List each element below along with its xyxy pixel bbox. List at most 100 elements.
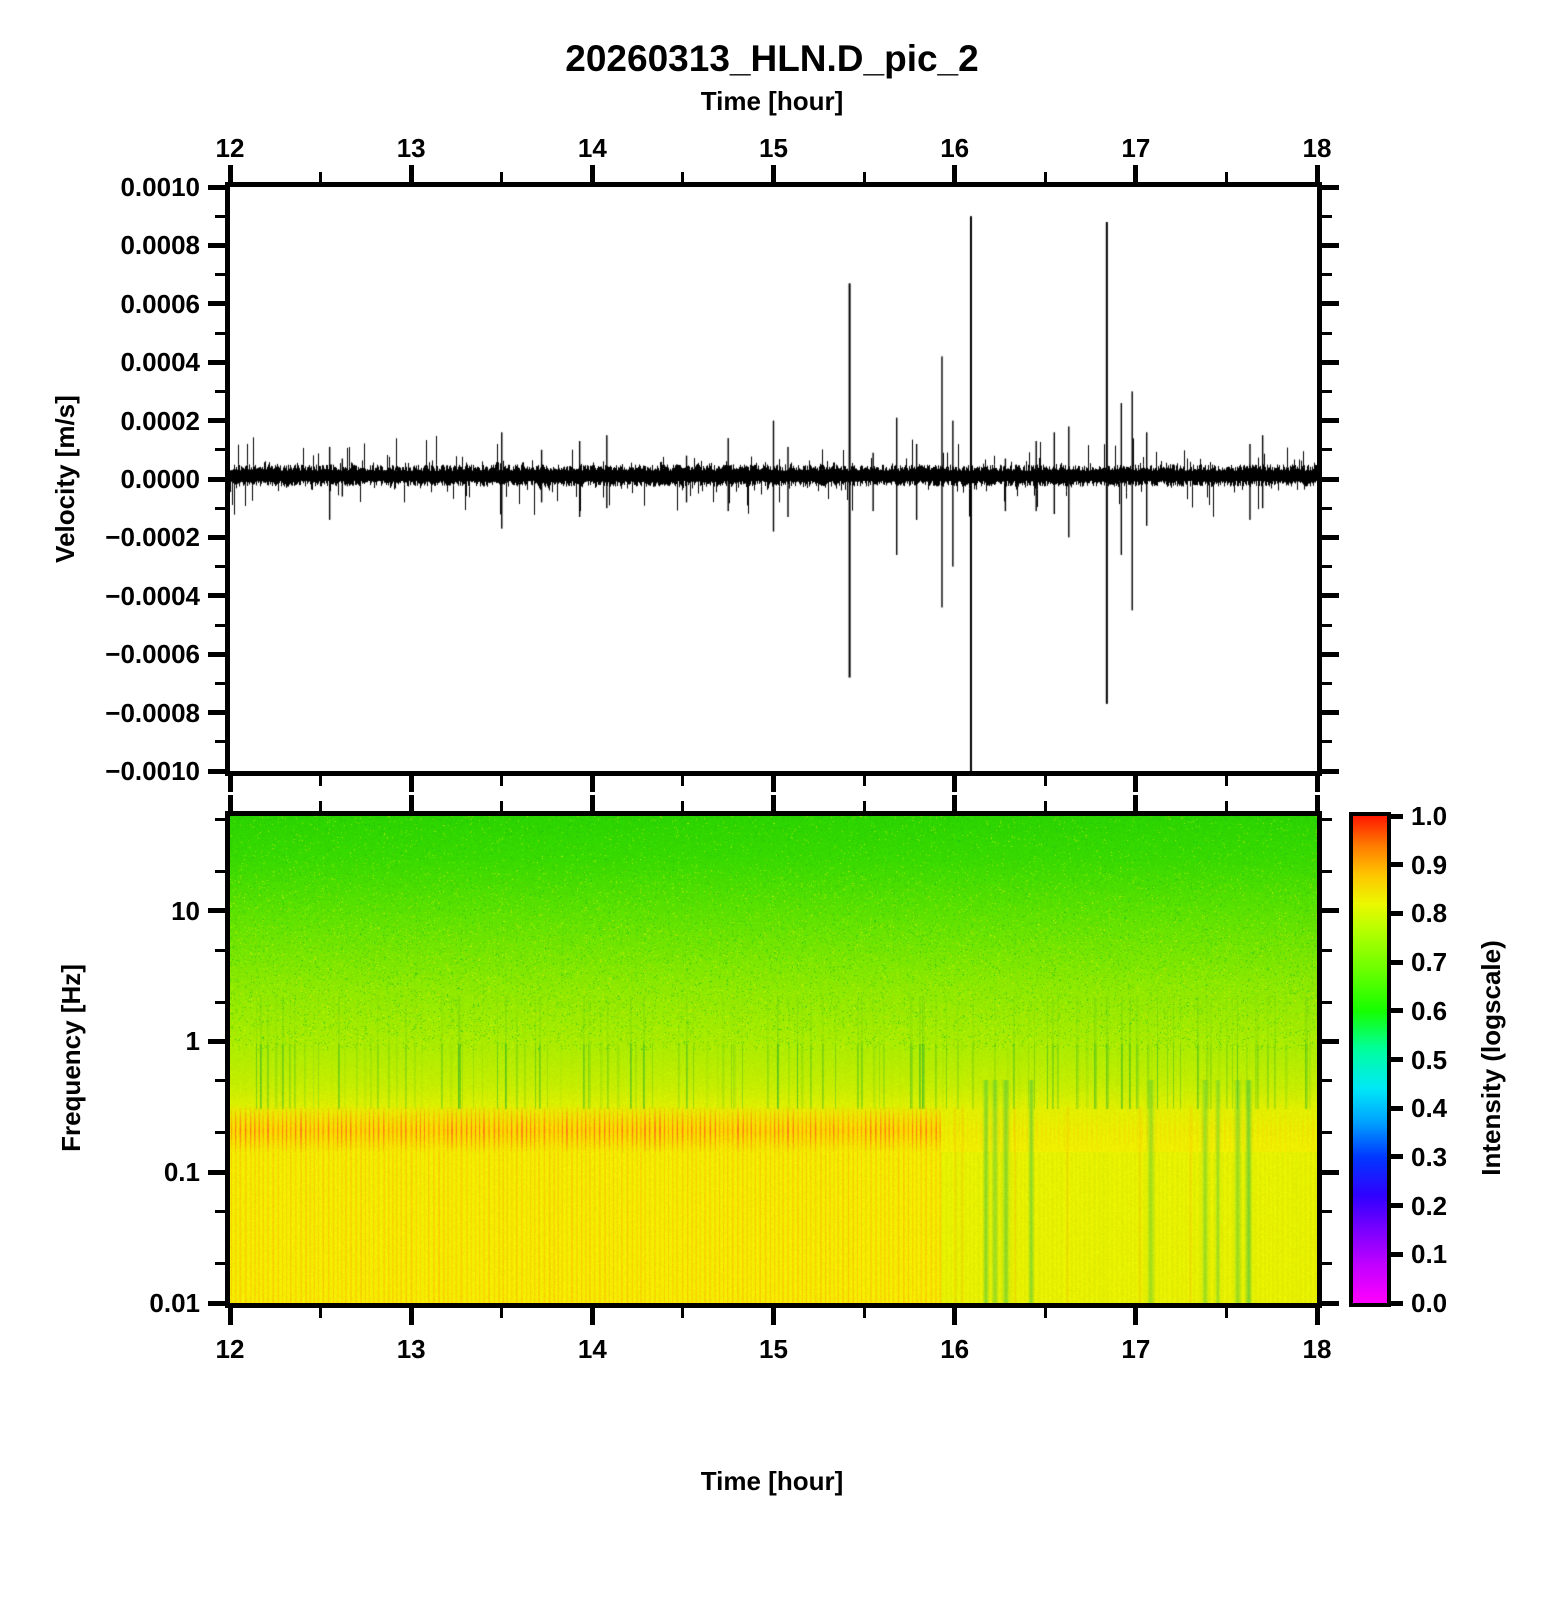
top-time-axis-label: Time [hour] [700,86,844,116]
colorbar-tick [1391,813,1403,819]
spec-y-minor-tick [215,817,225,821]
spec-x-minor-tick-top [681,801,685,811]
spec-x-minor-tick [500,1308,504,1318]
spec-x-minor-tick [681,1308,685,1318]
spec-y-major-tick-right [1322,908,1339,914]
seis-x-minor-tick [681,172,685,182]
seis-x-tick-label: 17 [1121,133,1151,163]
seis-y-tick-label: 0.0000 [120,464,200,494]
seis-y-minor-tick [215,389,225,393]
seis-x-minor-tick-bottom [500,776,504,786]
seismogram-canvas [230,187,1317,771]
spec-x-tick-label: 14 [577,1334,607,1364]
seis-y-major-tick [208,184,225,190]
colorbar-tick [1391,1154,1403,1160]
spec-y-major-tick-right [1322,1038,1339,1044]
seis-x-major-tick [771,165,776,182]
seis-x-tick-label: 15 [759,133,788,163]
seis-y-major-tick-right [1322,418,1339,424]
seis-x-major-tick-bottom [952,776,958,792]
seis-y-tick-label: 0.0008 [120,230,200,261]
seis-y-major-tick-right [1322,710,1339,716]
colorbar-tick [1391,1251,1403,1257]
seis-x-major-tick-bottom [771,776,776,792]
seis-x-tick-label: 12 [215,133,245,163]
seis-x-major-tick [1314,165,1320,182]
colorbar-tick-label: 0.4 [1411,1093,1448,1124]
spec-x-major-tick-top [227,795,233,811]
seis-y-minor-tick-right [1322,565,1332,569]
spec-x-tick-label: 15 [759,1334,788,1364]
seis-x-tick-label: 13 [396,133,426,163]
seis-y-minor-tick [215,740,225,744]
spec-x-tick-label: 16 [940,1334,970,1364]
colorbar-tick [1391,1105,1403,1111]
colorbar-tick-label: 0.2 [1411,1190,1448,1221]
spec-x-minor-tick [1224,1308,1228,1318]
colorbar-tick [1391,910,1403,916]
spec-y-minor-tick [215,1079,225,1083]
spec-x-major-tick-top [1133,795,1139,811]
spec-y-major-tick [208,1300,225,1306]
spec-x-tick-label: 13 [396,1334,426,1364]
spec-x-minor-tick-top [1224,801,1228,811]
seis-x-major-tick-bottom [408,776,414,792]
bottom-time-axis-label: Time [hour] [700,1466,844,1496]
seis-x-minor-tick [1043,172,1047,182]
seis-y-major-tick [208,418,225,424]
seis-x-tick-label: 16 [940,133,970,163]
seis-x-minor-tick-bottom [681,776,685,786]
spec-x-minor-tick-top [862,801,866,811]
seis-x-minor-tick-bottom [1043,776,1047,786]
spec-y-minor-tick-right [1322,1000,1332,1004]
colorbar [1349,812,1391,1307]
seis-x-major-tick [408,165,414,182]
seis-y-tick-label: 0.0002 [120,405,200,436]
seis-y-minor-tick [215,214,225,218]
spec-y-major-tick-right [1322,1300,1339,1306]
spec-y-major-tick [208,908,225,914]
colorbar-tick [1391,1008,1403,1014]
seis-x-minor-tick [319,172,323,182]
colorbar-tick-label: 0.5 [1411,1044,1448,1075]
seis-y-major-tick [208,476,225,482]
seis-y-major-tick [208,301,225,307]
seis-y-minor-tick [215,623,225,627]
spec-x-major-tick-top [952,795,958,811]
spec-y-tick-label: 1 [185,1026,200,1057]
seis-y-tick-label: 0.0004 [120,347,200,378]
seis-y-major-tick [208,710,225,716]
colorbar-tick [1391,1057,1403,1062]
seis-x-minor-tick [862,172,866,182]
seis-x-major-tick [1133,165,1139,182]
seis-x-minor-tick-bottom [1224,776,1228,786]
spec-x-minor-tick-top [1043,801,1047,811]
seis-y-major-tick-right [1322,534,1339,540]
seis-y-major-tick [208,768,225,774]
colorbar-tick-label: 1.0 [1411,801,1448,831]
seis-x-major-tick-bottom [1314,776,1320,792]
seis-y-tick-label: 0.0010 [120,172,200,202]
seis-x-tick-label: 14 [577,133,607,163]
seis-y-major-tick [208,651,225,657]
colorbar-tick-label: 0.6 [1411,995,1448,1026]
spec-y-minor-tick [215,1210,225,1214]
spec-y-minor-tick [215,1262,225,1266]
spec-x-tick-label: 12 [215,1334,245,1364]
spec-x-minor-tick [319,1308,323,1318]
spec-x-tick-label: 17 [1121,1334,1151,1364]
spec-x-major-tick [952,1308,958,1325]
spec-y-minor-tick [215,1000,225,1004]
seis-y-major-tick-right [1322,184,1339,190]
seis-y-major-tick [208,242,225,248]
seis-y-minor-tick [215,565,225,569]
seis-y-minor-tick [215,331,225,335]
seis-x-minor-tick-bottom [319,776,323,786]
seis-x-major-tick [952,165,958,182]
spec-y-minor-tick-right [1322,1262,1332,1266]
spec-y-tick-label: 0.1 [163,1157,200,1188]
seis-y-minor-tick-right [1322,740,1332,744]
spec-y-minor-tick-right [1322,1079,1332,1083]
seis-y-minor-tick-right [1322,681,1332,685]
seis-y-tick-label: −0.0006 [105,639,200,670]
